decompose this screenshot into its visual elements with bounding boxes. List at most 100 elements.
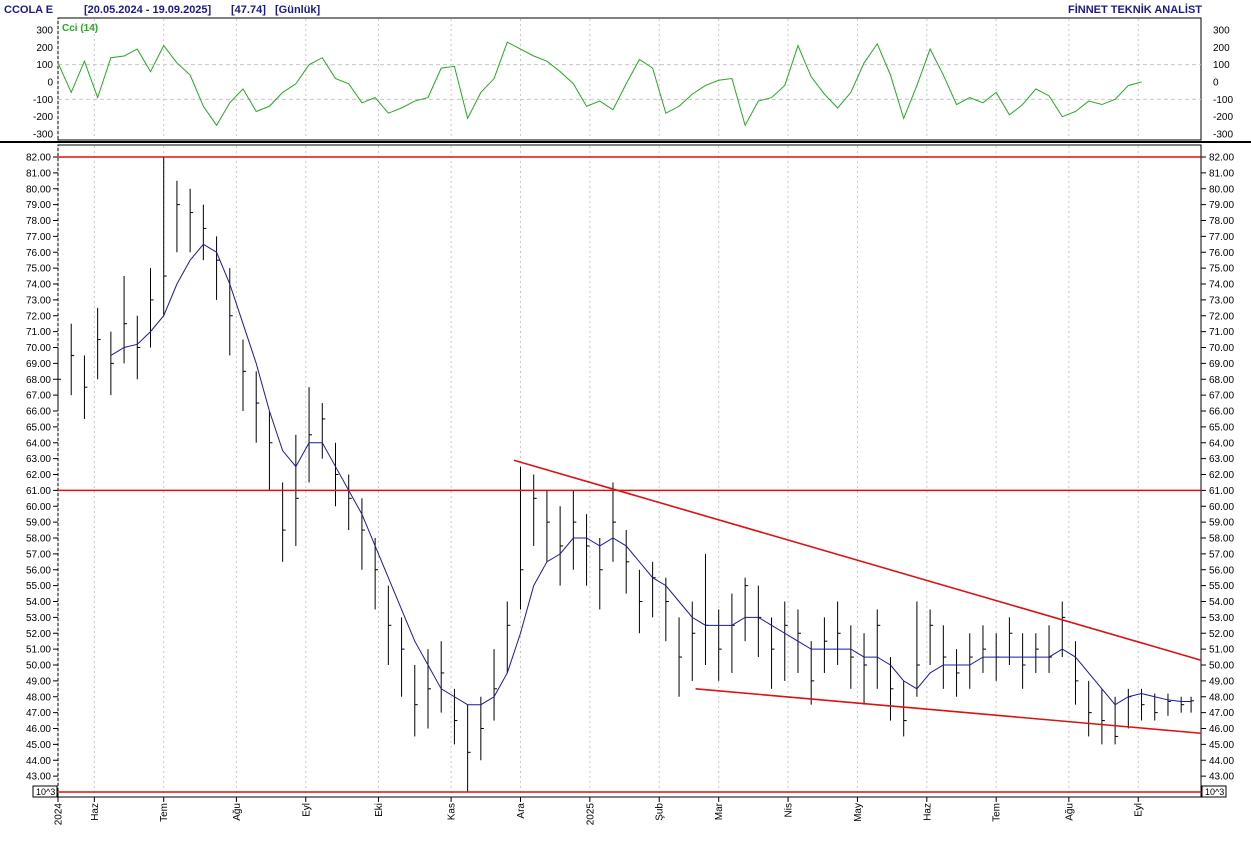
y-axis-marker-right: 10^3 xyxy=(1205,787,1224,797)
price-ytick-label-left: 49.00 xyxy=(26,676,51,687)
xtick-label: Eki xyxy=(374,803,385,817)
price-ytick-label-right: 47.00 xyxy=(1209,708,1234,719)
cci-panel-frame xyxy=(57,17,1202,141)
price-ytick-label-left: 79.00 xyxy=(26,200,51,211)
cci-panel-title: Cci (14) xyxy=(62,23,98,34)
price-ytick-label-left: 81.00 xyxy=(26,168,51,179)
price-panel-frame xyxy=(57,144,1202,798)
xtick-label: Kas xyxy=(447,803,458,820)
price-ytick-label-left: 44.00 xyxy=(26,756,51,767)
price-ytick-label-right: 71.00 xyxy=(1209,327,1234,338)
header-date-range: [20.05.2024 - 19.09.2025] xyxy=(84,4,212,16)
header-symbol: CCOLA E xyxy=(4,4,53,16)
cci-ytick-label-left: -300 xyxy=(33,130,53,141)
xtick-label: Haz xyxy=(90,803,101,821)
price-ytick-label-right: 76.00 xyxy=(1209,248,1234,259)
y-axis-marker-right-box xyxy=(1201,785,1227,798)
trendline-resistance xyxy=(513,459,1202,662)
xtick-label: Ara xyxy=(516,803,527,819)
y-axis-marker-left-box xyxy=(32,785,58,798)
header-period: [Günlük] xyxy=(275,4,321,16)
price-ytick-label-right: 49.00 xyxy=(1209,676,1234,687)
price-ytick-label-right: 73.00 xyxy=(1209,295,1234,306)
xtick-label: 2024 xyxy=(54,803,65,826)
cci-ytick-label-right: -200 xyxy=(1213,112,1233,123)
price-ytick-label-left: 69.00 xyxy=(26,359,51,370)
xtick-label: Haz xyxy=(922,803,933,821)
price-ytick-label-right: 52.00 xyxy=(1209,629,1234,640)
price-ytick-label-right: 70.00 xyxy=(1209,343,1234,354)
price-ytick-label-left: 82.00 xyxy=(26,153,51,164)
price-ytick-label-left: 64.00 xyxy=(26,438,51,449)
xtick-label: Nis xyxy=(784,803,795,817)
price-ytick-label-left: 52.00 xyxy=(26,629,51,640)
price-ytick-label-left: 72.00 xyxy=(26,311,51,322)
price-ytick-label-left: 53.00 xyxy=(26,613,51,624)
price-ytick-label-left: 46.00 xyxy=(26,724,51,735)
price-ytick-label-right: 57.00 xyxy=(1209,549,1234,560)
cci-ytick-label-right: -100 xyxy=(1213,95,1233,106)
price-ytick-label-right: 80.00 xyxy=(1209,184,1234,195)
price-ytick-label-left: 74.00 xyxy=(26,280,51,291)
price-ytick-label-left: 80.00 xyxy=(26,184,51,195)
price-ytick-label-right: 54.00 xyxy=(1209,597,1234,608)
price-ytick-label-right: 58.00 xyxy=(1209,534,1234,545)
price-ytick-label-right: 45.00 xyxy=(1209,740,1234,751)
price-ytick-label-left: 47.00 xyxy=(26,708,51,719)
price-ytick-label-left: 70.00 xyxy=(26,343,51,354)
price-ytick-label-right: 72.00 xyxy=(1209,311,1234,322)
cci-ytick-label-left: 0 xyxy=(47,78,53,89)
price-ytick-label-right: 51.00 xyxy=(1209,645,1234,656)
price-ytick-label-left: 77.00 xyxy=(26,232,51,243)
price-ytick-label-left: 60.00 xyxy=(26,502,51,513)
xtick-label: Eyl xyxy=(301,803,312,817)
xtick-label: Ağu xyxy=(1064,803,1075,821)
price-ytick-label-right: 82.00 xyxy=(1209,153,1234,164)
price-ytick-label-left: 65.00 xyxy=(26,422,51,433)
price-ytick-label-left: 48.00 xyxy=(26,692,51,703)
header-brand: FİNNET TEKNİK ANALİST xyxy=(1068,3,1202,16)
price-ytick-label-left: 51.00 xyxy=(26,645,51,656)
price-ytick-label-left: 68.00 xyxy=(26,375,51,386)
price-ytick-label-left: 61.00 xyxy=(26,486,51,497)
cci-ytick-label-right: 0 xyxy=(1213,78,1219,89)
xtick-label: Tem xyxy=(992,803,1003,822)
price-ytick-label-left: 76.00 xyxy=(26,248,51,259)
price-ytick-label-right: 59.00 xyxy=(1209,518,1234,529)
price-ytick-label-left: 54.00 xyxy=(26,597,51,608)
price-ytick-label-left: 66.00 xyxy=(26,407,51,418)
price-ytick-label-right: 77.00 xyxy=(1209,232,1234,243)
price-ytick-label-right: 68.00 xyxy=(1209,375,1234,386)
price-ytick-label-right: 62.00 xyxy=(1209,470,1234,481)
price-ytick-label-left: 50.00 xyxy=(26,661,51,672)
cci-ytick-label-right: 200 xyxy=(1213,43,1230,54)
cci-ytick-label-left: -200 xyxy=(33,112,53,123)
cci-ytick-label-right: 100 xyxy=(1213,60,1230,71)
price-ytick-label-right: 44.00 xyxy=(1209,756,1234,767)
price-ytick-label-left: 58.00 xyxy=(26,534,51,545)
price-ytick-label-right: 46.00 xyxy=(1209,724,1234,735)
price-ytick-label-left: 73.00 xyxy=(26,295,51,306)
price-ytick-label-left: 56.00 xyxy=(26,565,51,576)
price-ytick-label-left: 43.00 xyxy=(26,772,51,783)
cci-panel: 300 300 200 200 100 100 0 0 -100 -100 -200 -200 -300… xyxy=(33,19,1233,141)
xtick-label: May xyxy=(853,803,864,822)
price-ytick-label-right: 66.00 xyxy=(1209,407,1234,418)
y-axis-marker-left: 10^3 xyxy=(36,787,55,797)
cci-ytick-label-right: -300 xyxy=(1213,130,1233,141)
cci-ytick-label-right: 300 xyxy=(1213,26,1230,37)
price-ytick-label-left: 55.00 xyxy=(26,581,51,592)
xtick-label: Ağu xyxy=(232,803,243,821)
price-ytick-label-right: 75.00 xyxy=(1209,264,1234,275)
price-ytick-label-right: 48.00 xyxy=(1209,692,1234,703)
price-ytick-label-right: 56.00 xyxy=(1209,565,1234,576)
price-ytick-label-left: 57.00 xyxy=(26,549,51,560)
price-ytick-label-left: 63.00 xyxy=(26,454,51,465)
xtick-label: Mar xyxy=(714,802,725,820)
price-ytick-label-right: 53.00 xyxy=(1209,613,1234,624)
price-ytick-label-right: 60.00 xyxy=(1209,502,1234,513)
cci-ytick-label-left: 200 xyxy=(36,43,53,54)
price-ytick-label-left: 62.00 xyxy=(26,470,51,481)
